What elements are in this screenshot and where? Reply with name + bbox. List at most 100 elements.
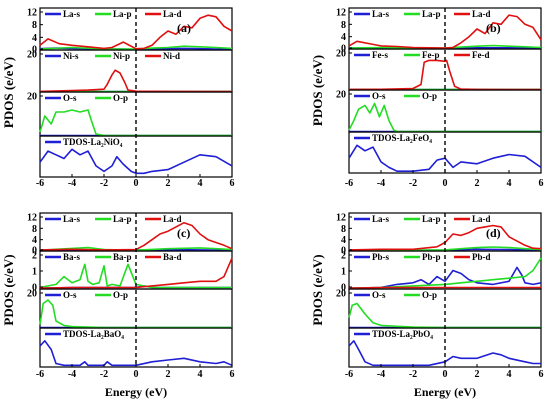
legend-label: La-d [163,214,182,224]
panel-label: (b) [486,21,501,35]
legend-label: O-p [422,91,437,101]
x-tick-label: 6 [539,369,544,380]
y-tick-label: 0 [341,283,346,294]
y-tick-label: 4 [32,235,37,246]
legend-label: La-s [372,214,390,224]
series-line-la-p [39,45,233,50]
x-tick-label: 0 [443,178,448,189]
x-tick-label: 4 [507,178,512,189]
y-axis-label: PDOS (e/eV) [1,57,16,128]
x-tick-label: 4 [507,369,512,380]
x-tick-label: -4 [377,178,385,189]
y-axis-label: PDOS (e/eV) [1,254,16,325]
legend-label: O-s [63,290,77,300]
panel-label: (d) [486,226,501,240]
y-tick-label: 12 [27,8,37,19]
x-tick-label: 4 [198,369,203,380]
subplot-c-3: 20 O-s O-p [27,288,233,329]
legend-label: TDOS-La₂NiO₄ [63,137,123,147]
y-tick-label: 12 [336,8,346,19]
x-tick-label: 4 [198,178,203,189]
subplot-b-2: 20 Fe-s Fe-p Fe-d [336,48,542,91]
y-tick-label: 0 [341,246,346,257]
legend-label: Fe-s [372,50,388,60]
series-line-tdos-la-pbo- [348,339,541,367]
subplot-b-3: 20 O-s O-p [336,89,542,133]
subplot-c-2: 2 1 0 Ba-s Ba-p Ba-d [32,250,233,294]
x-tick-label: 2 [475,178,480,189]
y-tick-label: 1 [32,267,37,278]
series-line-la-d [348,224,542,251]
x-tick-label: -4 [68,178,76,189]
subplot-a-1: 04 812 La-s La-p La-d [27,7,233,56]
series-line-la-d [39,14,233,50]
y-tick-label: 4 [341,235,346,246]
legend-label: Ni-d [163,51,180,61]
legend-label: La-d [472,214,491,224]
subplot-b-4: TDOS-La₂FeO₄ [348,131,542,174]
subplot-d-2: 2 1 0 Pb-s Pb-p Pb-d [341,250,542,294]
legend-label: La-s [372,9,390,19]
x-tick-label: 0 [134,369,139,380]
x-axis-label: Energy (eV) [414,385,476,399]
y-tick-label: 20 [336,90,346,101]
x-axis-label: Energy (eV) [105,385,167,399]
legend-label: TDOS-La₂BaO₄ [63,329,124,339]
x-tick-label: -4 [68,369,76,380]
legend-label: Ba-p [113,252,132,262]
x-tick-label: -6 [345,178,353,189]
x-tick-label: 6 [230,178,235,189]
y-tick-label: 20 [27,92,37,103]
y-tick-label: 8 [341,20,346,31]
legend-label: Pb-p [422,252,441,262]
panel-label: (a) [177,21,191,35]
x-tick-label: -6 [36,369,44,380]
legend-label: O-s [372,290,386,300]
y-tick-label: 0 [32,246,37,257]
legend-label: La-s [63,9,81,19]
series-line-la-p [348,44,542,49]
y-tick-label: 8 [32,224,37,235]
legend-label: La-p [422,214,441,224]
legend-label: Fe-d [472,50,490,60]
x-tick-label: 2 [166,369,171,380]
legend-label: La-d [163,9,182,19]
legend-label: Ni-s [63,51,79,61]
x-tick-label: 0 [134,178,139,189]
y-tick-label: 1 [341,267,346,278]
legend-label: Pb-s [372,252,390,262]
y-tick-label: 20 [27,50,37,61]
legend-label: TDOS-La₂PbO₄ [372,329,433,339]
x-tick-label: -2 [409,178,417,189]
y-tick-label: 20 [336,289,346,300]
y-tick-label: 0 [341,44,346,55]
y-tick-label: 8 [32,20,37,31]
y-tick-label: 12 [336,213,346,224]
x-tick-label: -6 [345,369,353,380]
series-line-tdos-la-nio- [39,148,233,175]
x-tick-label: 6 [539,178,544,189]
x-tick-label: 0 [443,369,448,380]
x-tick-label: -2 [100,178,108,189]
series-line-o-p [348,102,541,133]
y-axis-label: PDOS (e/eV) [310,254,325,325]
y-tick-label: 0 [32,45,37,56]
x-tick-label: -4 [377,369,385,380]
y-tick-label: 4 [341,32,346,43]
legend-label: Fe-p [422,50,440,60]
series-line-pb-d [348,286,541,289]
legend-label: O-s [372,91,386,101]
series-line-o-p [348,302,541,329]
subplot-a-2: 20 Ni-s Ni-p Ni-d [27,49,233,93]
legend-label: La-p [113,9,132,19]
x-tick-label: 2 [166,178,171,189]
legend-label: O-p [422,290,437,300]
series-line-la-d [39,221,233,251]
series-line-tdos-la-feo- [348,144,542,172]
legend-label: La-p [113,214,132,224]
